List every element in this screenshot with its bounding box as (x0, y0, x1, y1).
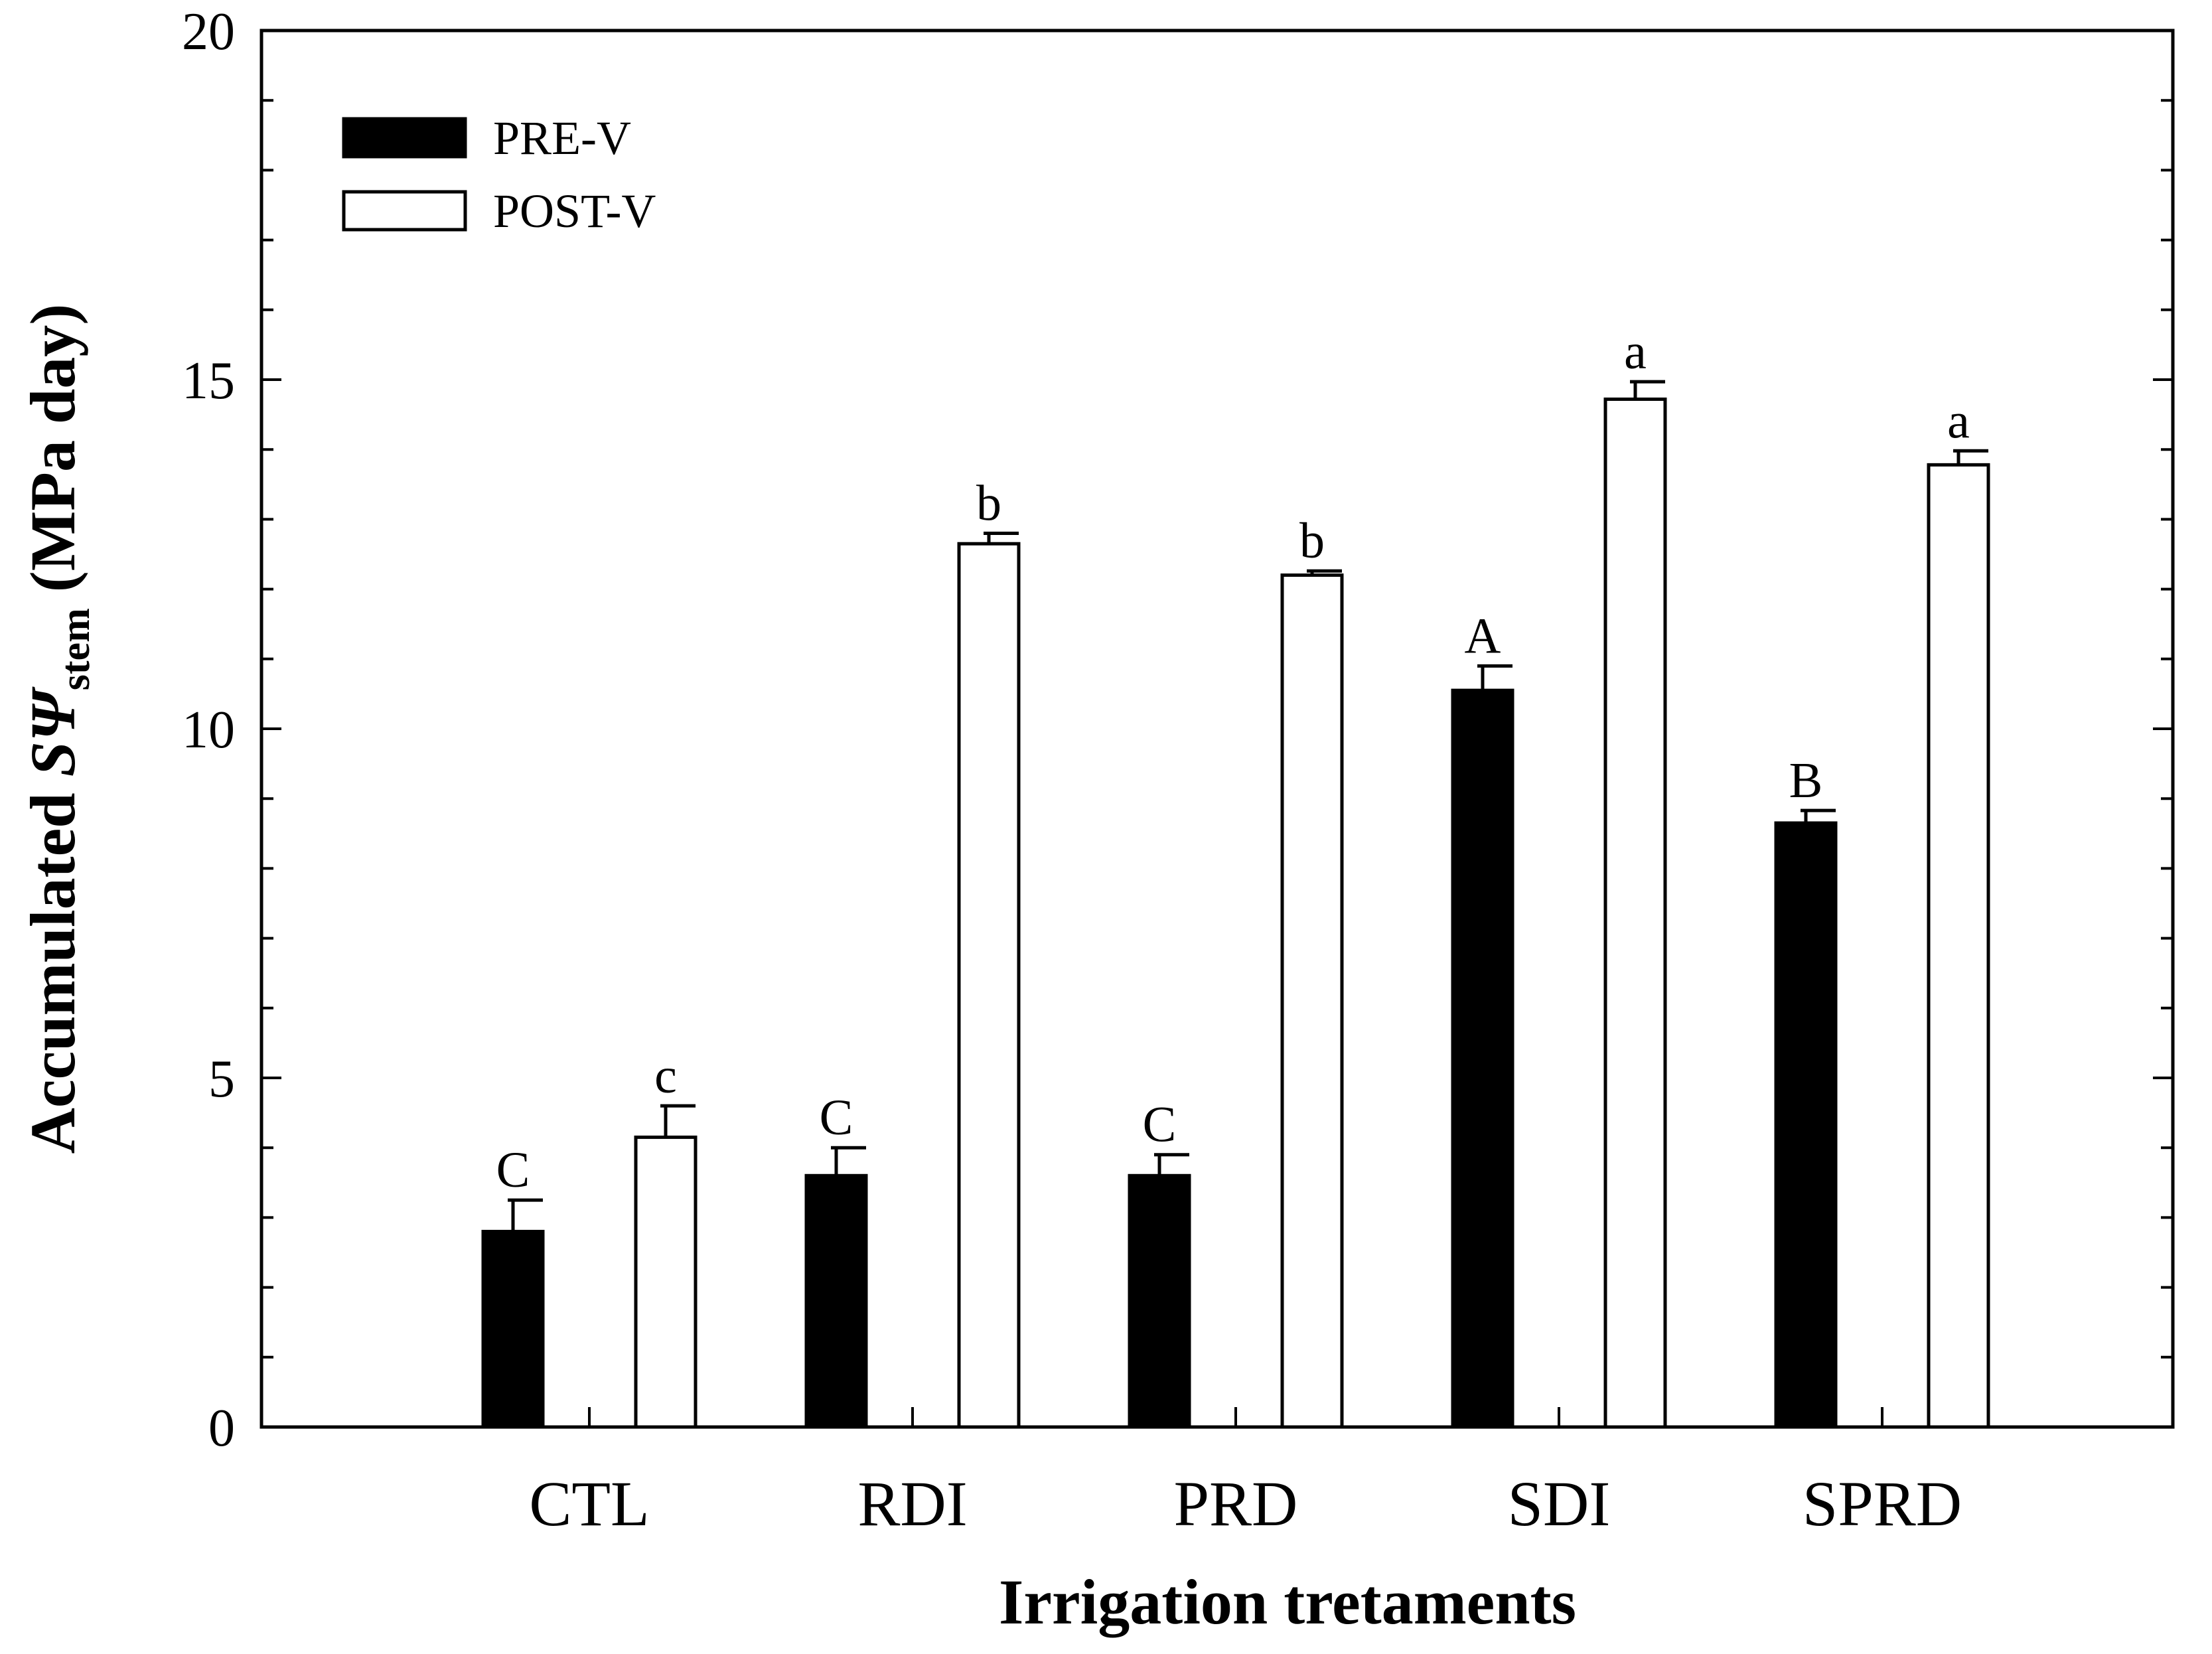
bars: Cc Cb Cb Aa Ba (481, 324, 1990, 1429)
significance-label: C (820, 1090, 853, 1146)
significance-label: a (1947, 393, 1970, 449)
plot-frame (259, 29, 2175, 1429)
bar (481, 1229, 545, 1429)
y-axis-title-subscript: stem (53, 608, 98, 690)
legend-swatch (342, 190, 467, 232)
x-tick-label: PRD (1174, 1468, 1298, 1539)
y-axis-title-prefix: Accumulated (17, 777, 88, 1154)
bar (1927, 463, 1990, 1429)
legend-label: PRE-V (493, 112, 631, 165)
significance-label: C (496, 1142, 530, 1198)
x-axis-title: Irrigation tretaments (999, 1566, 1576, 1637)
y-tick-label: 10 (182, 701, 235, 759)
x-tick-label: RDI (857, 1468, 967, 1539)
legend-swatch (342, 117, 467, 159)
bar (1774, 821, 1838, 1429)
bar (1451, 688, 1514, 1429)
legend: PRE-V POST-V (342, 112, 656, 238)
bar (957, 542, 1021, 1429)
x-tick-label: SDI (1508, 1468, 1611, 1539)
x-tick-label: SPRD (1803, 1468, 1962, 1539)
significance-label: b (1299, 513, 1325, 569)
x-axis: CTL RDI PRD SDI SPRD (529, 1407, 1962, 1539)
significance-label: C (1143, 1097, 1177, 1153)
y-tick-label: 15 (182, 352, 235, 410)
y-axis-title: Accumulated SΨstem (MPa day) (17, 304, 98, 1154)
significance-label: c (654, 1048, 677, 1104)
significance-label: B (1789, 753, 1823, 808)
significance-label: a (1624, 324, 1647, 380)
x-tick-label: CTL (529, 1468, 649, 1539)
y-tick-label: 0 (208, 1399, 235, 1458)
bar (1603, 397, 1667, 1429)
legend-label: POST-V (493, 185, 656, 238)
y-axis-title-symbol: SΨ (17, 686, 88, 777)
significance-label: b (976, 475, 1001, 531)
significance-label: A (1465, 608, 1501, 664)
bar (1128, 1173, 1191, 1429)
bar (1280, 573, 1344, 1429)
y-tick-label: 20 (182, 3, 235, 61)
y-axis: 0 5 10 15 20 (182, 3, 2173, 1458)
bar (804, 1173, 868, 1429)
y-tick-label: 5 (208, 1050, 235, 1108)
y-axis-title-suffix: (MPa day) (17, 304, 88, 609)
bar (634, 1135, 698, 1429)
